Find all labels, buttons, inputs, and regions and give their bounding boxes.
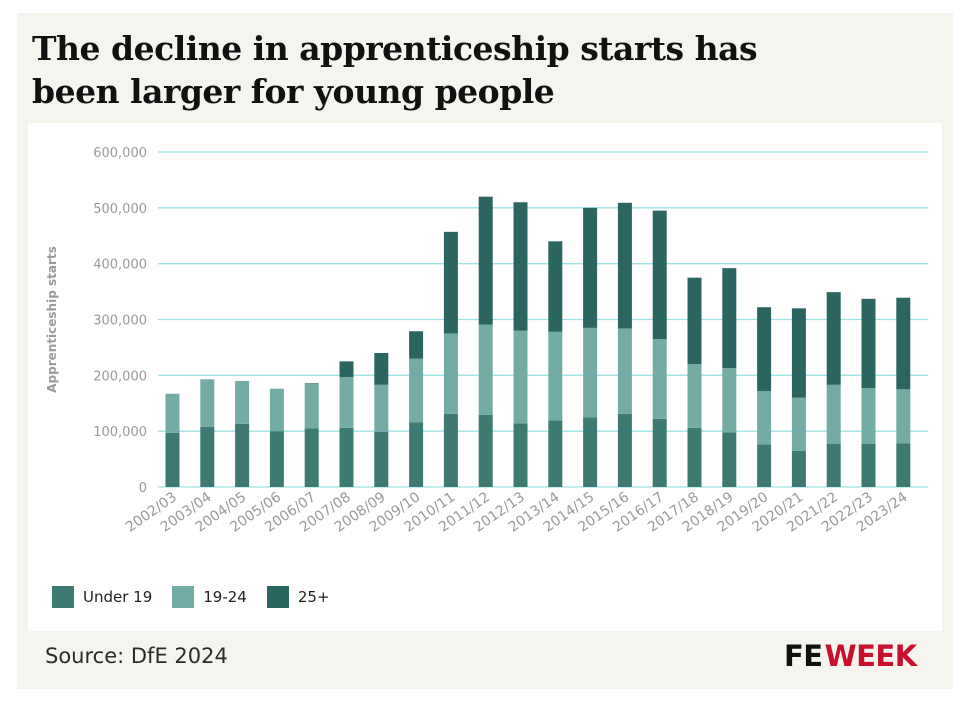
bar-segment-25- bbox=[757, 307, 772, 391]
chart-card: The decline in apprenticeship starts has… bbox=[17, 13, 953, 689]
bar-segment-under-19 bbox=[235, 423, 250, 487]
bar-segment-under-19 bbox=[687, 427, 702, 487]
bar-segment-25- bbox=[339, 361, 354, 378]
bar-segment-under-19 bbox=[722, 432, 737, 487]
y-tick-label: 0 bbox=[139, 481, 147, 496]
y-tick-label: 400,000 bbox=[93, 258, 147, 273]
chart-title: The decline in apprenticeship starts has… bbox=[32, 29, 758, 111]
bar-segment-under-19 bbox=[478, 414, 493, 487]
bar-segment-19-24 bbox=[722, 368, 737, 433]
bar-segment-25- bbox=[861, 298, 876, 389]
y-axis-title: Apprenticeship starts bbox=[45, 246, 59, 393]
y-tick-label: 200,000 bbox=[93, 369, 147, 384]
legend-item-19-24: 19-24 bbox=[172, 586, 247, 608]
bar-segment-25- bbox=[722, 268, 737, 369]
bar-segment-25- bbox=[548, 241, 563, 332]
bar-segment-25- bbox=[304, 383, 319, 384]
bar-segment-19-24 bbox=[235, 380, 250, 424]
bar-segment-25- bbox=[443, 231, 458, 334]
legend-label-25-plus: 25+ bbox=[297, 588, 330, 606]
bar-segment-25- bbox=[896, 297, 911, 390]
stacked-bar-chart: 0 100,000 200,000 300,000 400,000 500,000 600,… bbox=[45, 146, 928, 536]
logo-week: WEEK bbox=[824, 639, 918, 673]
y-tick-label: 600,000 bbox=[93, 146, 147, 161]
bar-segment-19-24 bbox=[374, 384, 389, 432]
bar-segment-under-19 bbox=[513, 423, 528, 487]
bar-segment-19-24 bbox=[200, 379, 215, 427]
bar-segment-19-24 bbox=[861, 388, 876, 445]
legend-swatch-under-19 bbox=[52, 586, 74, 608]
bar-segment-under-19 bbox=[409, 422, 424, 487]
bar-segment-under-19 bbox=[443, 413, 458, 487]
bar-segment-19-24 bbox=[165, 393, 180, 433]
bar-segment-19-24 bbox=[339, 377, 354, 428]
bar-segment-19-24 bbox=[409, 358, 424, 423]
bar-segment-19-24 bbox=[478, 324, 493, 415]
bar-segment-under-19 bbox=[548, 420, 563, 487]
bar-segment-under-19 bbox=[791, 450, 806, 487]
legend-label-19-24: 19-24 bbox=[203, 588, 247, 606]
bar-segment-19-24 bbox=[304, 383, 319, 429]
legend-item-25-plus: 25+ bbox=[266, 586, 330, 608]
bar-segment-25- bbox=[687, 277, 702, 365]
legend: Under 19 19-24 25+ bbox=[52, 585, 350, 609]
bar-segment-19-24 bbox=[269, 388, 284, 432]
bar-segment-19-24 bbox=[548, 331, 563, 421]
bar-segment-25- bbox=[652, 210, 667, 340]
bar-segment-19-24 bbox=[583, 327, 598, 418]
chart-panel: 0 100,000 200,000 300,000 400,000 500,000 600,… bbox=[28, 123, 942, 631]
bar-segment-25- bbox=[374, 353, 389, 385]
bar-segment-under-19 bbox=[861, 444, 876, 487]
source-note: Source: DfE 2024 bbox=[45, 644, 228, 668]
bar-segment-25- bbox=[513, 202, 528, 331]
bar-segment-25- bbox=[617, 202, 632, 329]
bar-segment-19-24 bbox=[513, 330, 528, 424]
bar-segment-19-24 bbox=[791, 397, 806, 451]
bar-segment-under-19 bbox=[896, 443, 911, 487]
bar-segment-under-19 bbox=[617, 413, 632, 487]
logo-fe: FE bbox=[784, 639, 823, 673]
bar-segment-19-24 bbox=[652, 339, 667, 419]
bar-segment-under-19 bbox=[652, 418, 667, 487]
bar-segment-under-19 bbox=[304, 428, 319, 487]
y-tick-label: 100,000 bbox=[93, 425, 147, 440]
bar-segment-under-19 bbox=[165, 432, 180, 487]
legend-item-under-19: Under 19 bbox=[52, 586, 152, 608]
legend-label-under-19: Under 19 bbox=[83, 588, 153, 606]
fe-week-logo: FEWEEK bbox=[784, 639, 917, 673]
bar-segment-19-24 bbox=[687, 364, 702, 428]
bar-segment-under-19 bbox=[826, 444, 841, 487]
y-tick-label: 500,000 bbox=[93, 202, 147, 217]
bar-segment-under-19 bbox=[200, 426, 215, 487]
legend-swatch-25-plus bbox=[266, 586, 289, 608]
bar-segment-19-24 bbox=[617, 328, 632, 414]
legend-swatch-19-24 bbox=[172, 586, 195, 608]
bar-segment-25- bbox=[826, 292, 841, 385]
bar-segment-under-19 bbox=[583, 417, 598, 487]
bar-segment-under-19 bbox=[339, 427, 354, 487]
bar-segment-25- bbox=[583, 207, 598, 328]
bar-segment-25- bbox=[409, 331, 424, 359]
bar-segment-19-24 bbox=[443, 333, 458, 414]
bar-segment-19-24 bbox=[896, 389, 911, 444]
bar-segment-under-19 bbox=[269, 431, 284, 487]
bar-segment-19-24 bbox=[757, 390, 772, 445]
bar-segment-25- bbox=[791, 308, 806, 398]
bar-segment-under-19 bbox=[757, 444, 772, 487]
bar-segment-25- bbox=[478, 196, 493, 325]
bar-segment-19-24 bbox=[826, 384, 841, 445]
bar-segment-under-19 bbox=[374, 431, 389, 487]
y-tick-label: 300,000 bbox=[93, 314, 147, 329]
